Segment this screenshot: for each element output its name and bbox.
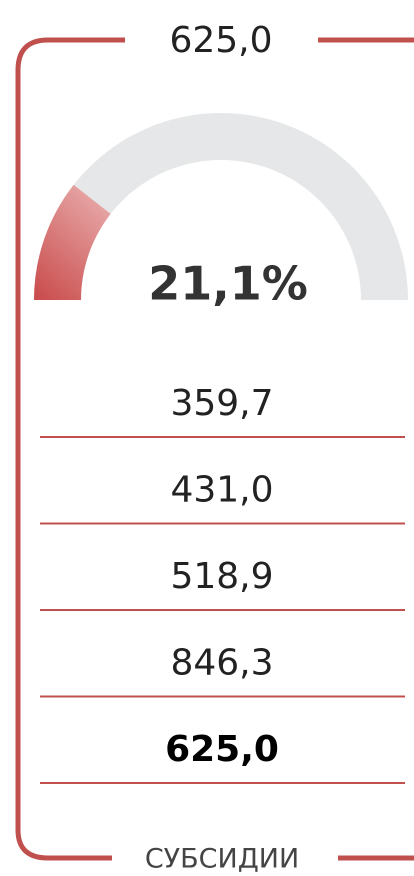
row-value: 359,7 [170,383,273,424]
row-value: 846,3 [170,643,273,684]
row-value: 431,0 [170,470,273,511]
bracket-right [318,37,414,861]
row-value: 625,0 [165,729,279,770]
rows: 359,7 431,0 518,9 846,3 625,0 [40,383,405,784]
gauge-track [34,113,408,300]
footer-label: СУБСИДИИ [145,844,299,875]
header-title: 625,0 [169,20,272,61]
gauge-fill [34,184,111,300]
bracket-left [15,37,125,861]
row-value: 518,9 [170,556,273,597]
gauge [34,113,408,300]
gauge-label: 21,1% [148,257,308,311]
